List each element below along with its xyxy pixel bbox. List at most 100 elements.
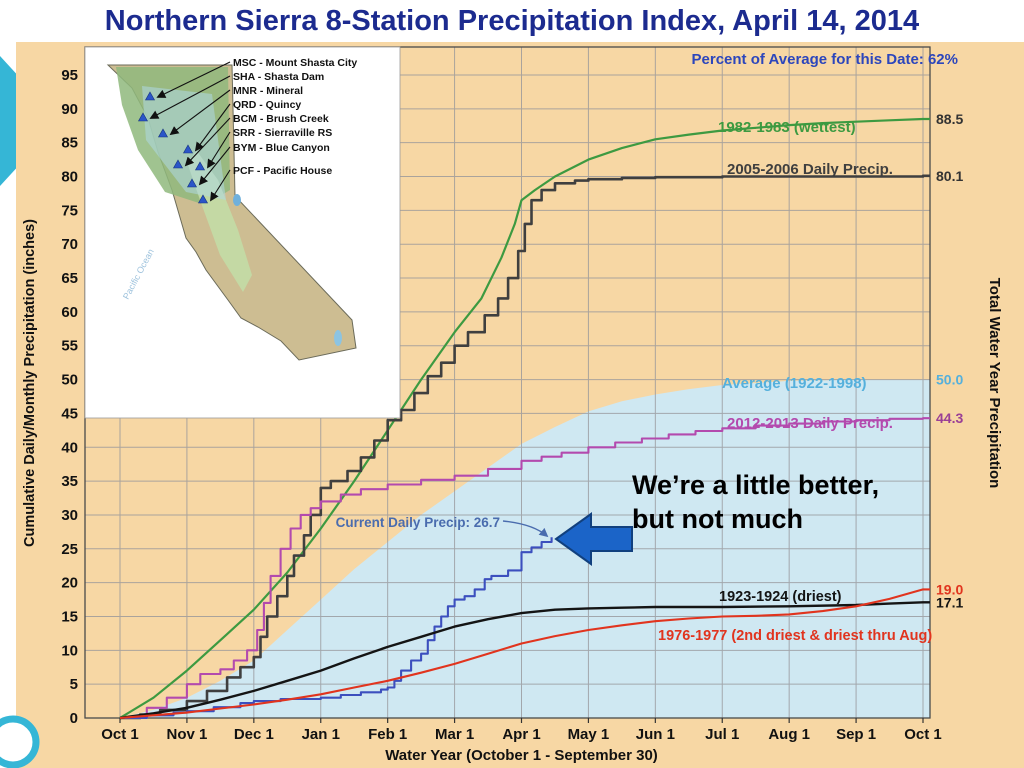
- y-tick-label: 75: [61, 202, 78, 219]
- y-tick-label: 95: [61, 67, 78, 84]
- series-label-2005-2006: 2005-2006 Daily Precip.: [727, 161, 893, 178]
- x-tick-label: Jul 1: [705, 726, 739, 743]
- y-tick-label: 35: [61, 473, 78, 490]
- y-tick-label: 55: [61, 338, 78, 355]
- y-tick-label: 60: [61, 304, 78, 321]
- series-2012-2013: [120, 417, 930, 720]
- station-marker-BCM: [172, 159, 184, 169]
- legend-arrow-PCF: [210, 169, 231, 202]
- x-tick-label: Nov 1: [166, 726, 207, 743]
- station-marker-MSC: [144, 91, 156, 101]
- series-label-1982-1983: 1982-1983 (wettest): [718, 119, 856, 136]
- y-tick-label: 90: [61, 101, 78, 118]
- station-marker-MNR: [157, 128, 169, 138]
- x-tick-label: May 1: [568, 726, 610, 743]
- series-1976-1977: [119, 588, 930, 720]
- x-tick-label: Jan 1: [302, 726, 340, 743]
- y-tick-label: 85: [61, 135, 78, 152]
- x-axis-title: Water Year (October 1 - September 30): [385, 747, 658, 764]
- station-label-BYM: BYM - Blue Canyon: [233, 142, 330, 154]
- legend-arrow-SHA: [149, 75, 231, 119]
- series-1982-1983: [119, 117, 930, 719]
- deco-ring: [0, 715, 40, 768]
- x-tick-label: Dec 1: [234, 726, 274, 743]
- station-label-BCM: BCM - Brush Creek: [233, 113, 329, 125]
- end-label-2005-2006: 80.1: [936, 168, 963, 184]
- legend-arrow-QRD: [194, 103, 231, 152]
- x-tick-label: Mar 1: [435, 726, 474, 743]
- legend-arrow-MSC: [156, 61, 231, 98]
- y-tick-label: 20: [61, 575, 78, 592]
- station-marker-SRR: [194, 161, 206, 171]
- y-axis-title-left: Cumulative Daily/Monthly Precipitation (…: [22, 219, 38, 547]
- y-tick-label: 70: [61, 236, 78, 253]
- series-label-1976-1977: 1976-1977 (2nd driest & driest thru Aug): [658, 628, 932, 644]
- legend-arrow-SRR: [207, 131, 231, 169]
- end-label-average: 50.0: [936, 372, 963, 388]
- y-tick-label: 0: [70, 710, 78, 727]
- legend-arrow-BYM: [198, 146, 231, 186]
- title-bar: Northern Sierra 8-Station Precipitation …: [0, 0, 1024, 42]
- salton-sea: [334, 330, 342, 346]
- series-current: [120, 537, 553, 720]
- annotation-line1: We’re a little better,: [632, 470, 880, 500]
- annotation-arrow: [554, 512, 633, 566]
- y-tick-label: 40: [61, 439, 78, 456]
- y-axis: 0 5 10 15 20 25 30 35 40 45 50 55 60 65 70 75 80 85 90 95: [61, 67, 78, 727]
- y-tick-label: 10: [61, 642, 78, 659]
- y-tick-label: 45: [61, 405, 78, 422]
- grid: [85, 47, 930, 719]
- x-tick-label: Feb 1: [368, 726, 407, 743]
- station-label-MNR: MNR - Mineral: [233, 85, 303, 97]
- percent-note: Percent of Average for this Date: 62%: [692, 51, 958, 68]
- y-tick-label: 50: [61, 372, 78, 389]
- annotation-line2: but not much: [632, 504, 803, 535]
- page-title: Northern Sierra 8-Station Precipitation …: [104, 4, 920, 37]
- end-label-1923-1924: 17.1: [936, 594, 963, 610]
- station-marker-QRD: [182, 144, 194, 154]
- x-axis: Oct 1 Nov 1 Dec 1 Jan 1 Feb 1 Mar 1 Apr 1 May 1…: [101, 726, 942, 743]
- station-label-SRR: SRR - Sierraville RS: [233, 127, 332, 139]
- end-label-2012-2013: 44.3: [936, 410, 963, 426]
- axis-ticks: [119, 718, 924, 723]
- station-label-PCF: PCF - Pacific House: [233, 165, 332, 177]
- y-tick-label: 30: [61, 507, 78, 524]
- x-tick-label: Apr 1: [502, 726, 540, 743]
- current-pointer: [502, 520, 549, 538]
- series-label-2012-2013: 2012-2013 Daily Precip.: [727, 415, 893, 432]
- y-tick-label: 25: [61, 541, 78, 558]
- end-label-1976-1977: 19.0: [936, 581, 963, 597]
- legend-arrow-MNR: [169, 89, 231, 136]
- station-marker-PCF: [197, 194, 209, 204]
- end-value-labels: 88.5 80.1 44.3 17.119.0 50.0: [936, 111, 963, 610]
- y-tick-label: 15: [61, 608, 78, 625]
- station-label-QRD: QRD - Quincy: [233, 99, 301, 111]
- series-label-1923-1924: 1923-1924 (driest): [719, 589, 842, 605]
- lake-tahoe: [233, 194, 241, 206]
- series-labels: 1982-1983 (wettest) 2005-2006 Daily Preci…: [336, 119, 933, 644]
- x-tick-label: Aug 1: [768, 726, 810, 743]
- average-label: Average (1922-1998): [722, 375, 867, 392]
- y-tick-label: 80: [61, 169, 78, 186]
- station-label-SHA: SHA - Shasta Dam: [233, 71, 324, 83]
- map-index-region: [142, 86, 226, 200]
- series-1923-1924: [119, 601, 930, 720]
- series-2005-2006: [120, 174, 930, 720]
- end-label-1982-1983: 88.5: [936, 111, 963, 127]
- legend-arrow-BCM: [184, 117, 231, 167]
- station-marker-SHA: [137, 112, 149, 122]
- y-tick-label: 65: [61, 270, 78, 287]
- x-tick-label: Jun 1: [636, 726, 675, 743]
- x-tick-label: Oct 1: [101, 726, 139, 743]
- y-tick-label: 5: [70, 676, 78, 693]
- station-marker-BYM: [186, 178, 198, 188]
- x-tick-label: Oct 1: [904, 726, 942, 743]
- annotation-text: We’re a little better, but not much: [632, 468, 977, 536]
- station-label-MSC: MSC - Mount Shasta City: [233, 57, 357, 69]
- series-label-current: Current Daily Precip: 26.7: [336, 515, 500, 530]
- series-lines: [119, 117, 930, 720]
- x-tick-label: Sep 1: [836, 726, 876, 743]
